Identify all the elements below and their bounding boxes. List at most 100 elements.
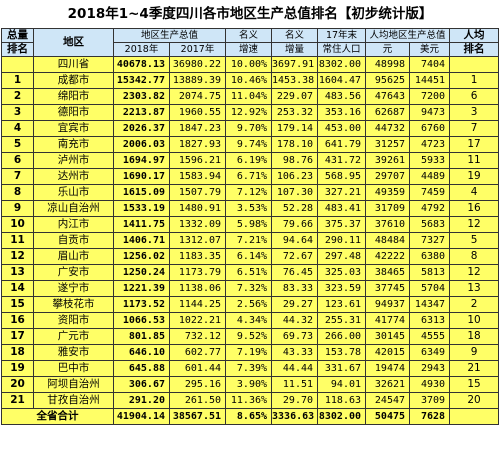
increment-cell: 253.32 [271,104,319,121]
rank-cell: 20 [1,376,34,393]
pc-rank-cell: 3 [449,104,500,121]
gdp-2018-cell: 646.10 [113,344,170,361]
growth-cell: 5.98% [225,216,273,233]
rank-cell: 4 [1,120,34,137]
region-cell: 四川省 [33,56,114,73]
total-pc-yuan-cell: 50475 [365,408,411,425]
growth-cell: 11.36% [225,392,273,409]
increment-cell: 69.73 [271,328,319,345]
pc-rank-cell: 20 [449,392,500,409]
region-cell: 雅安市 [33,344,114,361]
pc-rank-cell: 15 [449,376,500,393]
increment-cell: 178.10 [271,136,319,153]
gdp-2017-cell: 1847.23 [168,120,227,137]
header-population-bottom: 常住人口 [317,42,367,57]
region-cell: 广安市 [33,264,114,281]
pc-usd-cell: 4792 [409,200,451,217]
header-year-2018: 2018年 [113,42,170,57]
population-cell: 375.37 [317,216,367,233]
population-cell: 118.63 [317,392,367,409]
total-increment-cell: 3336.63 [271,408,319,425]
rank-cell: 10 [1,216,34,233]
pc-yuan-cell: 62687 [365,104,411,121]
gdp-2017-cell: 2074.75 [168,88,227,105]
header-pc-rank-top: 人均 [449,28,500,43]
rank-cell: 11 [1,232,34,249]
rank-cell: 14 [1,280,34,297]
growth-cell: 6.51% [225,264,273,281]
total-pc-usd-cell: 7628 [409,408,451,425]
rank-cell: 7 [1,168,34,185]
gdp-2017-cell: 13889.39 [168,72,227,89]
table-row: 19 巴中市 645.88 601.44 7.39% 44.44 331.67 19474 29… [1,360,500,377]
gdp-2018-cell: 1066.53 [113,312,170,329]
increment-cell: 106.23 [271,168,319,185]
region-cell: 内江市 [33,216,114,233]
growth-cell: 9.52% [225,328,273,345]
population-cell: 331.67 [317,360,367,377]
growth-cell: 4.34% [225,312,273,329]
gdp-2018-cell: 1250.24 [113,264,170,281]
growth-cell: 7.39% [225,360,273,377]
table-row: 21 甘孜自治州 291.20 261.50 11.36% 29.70 118.63 2454… [1,392,500,409]
table-row: 8 乐山市 1615.09 1507.79 7.12% 107.30 327.21 49359… [1,184,500,201]
header-year-2017: 2017年 [168,42,227,57]
pc-yuan-cell: 32621 [365,376,411,393]
total-gdp-2017-cell: 38567.51 [168,408,227,425]
rank-cell [1,56,34,73]
gdp-2017-cell: 1960.55 [168,104,227,121]
rank-cell: 9 [1,200,34,217]
rank-cell: 6 [1,152,34,169]
growth-cell: 7.32% [225,280,273,297]
rank-cell: 12 [1,248,34,265]
gdp-2018-cell: 306.67 [113,376,170,393]
gdp-2017-cell: 1332.09 [168,216,227,233]
region-cell: 攀枝花市 [33,296,114,313]
pc-usd-cell: 14347 [409,296,451,313]
increment-cell: 11.51 [271,376,319,393]
rank-cell: 5 [1,136,34,153]
gdp-2017-cell: 36980.22 [168,56,227,73]
pc-usd-cell: 3709 [409,392,451,409]
pc-usd-cell: 4930 [409,376,451,393]
increment-cell: 98.76 [271,152,319,169]
pc-yuan-cell: 48484 [365,232,411,249]
table-row: 20 阿坝自治州 306.67 295.16 3.90% 11.51 94.01 32621 4… [1,376,500,393]
population-cell: 153.78 [317,344,367,361]
region-cell: 绵阳市 [33,88,114,105]
gdp-2018-cell: 1694.97 [113,152,170,169]
gdp-2017-cell: 1596.21 [168,152,227,169]
gdp-2017-cell: 1507.79 [168,184,227,201]
growth-cell: 9.74% [225,136,273,153]
growth-cell: 10.46% [225,72,273,89]
pc-yuan-cell: 31257 [365,136,411,153]
table-row: 3 德阳市 2213.87 1960.55 12.92% 253.32 353.16 6268… [1,104,500,121]
region-cell: 甘孜自治州 [33,392,114,409]
pc-yuan-cell: 49359 [365,184,411,201]
growth-cell: 3.53% [225,200,273,217]
region-cell: 达州市 [33,168,114,185]
pc-rank-cell: 2 [449,296,500,313]
region-cell: 泸州市 [33,152,114,169]
pc-usd-cell: 4555 [409,328,451,345]
pc-usd-cell: 7404 [409,56,451,73]
pc-rank-cell: 12 [449,216,500,233]
rank-cell: 1 [1,72,34,89]
region-cell: 成都市 [33,72,114,89]
region-cell: 凉山自治州 [33,200,114,217]
pc-usd-cell: 4489 [409,168,451,185]
growth-cell: 7.21% [225,232,273,249]
pc-usd-cell: 5704 [409,280,451,297]
table-row: 9 凉山自治州 1533.19 1480.91 3.53% 52.28 483.41 3170… [1,200,500,217]
header-gdp: 地区生产总值 [112,28,227,43]
pc-usd-cell: 14451 [409,72,451,89]
gdp-2018-cell: 1406.71 [113,232,170,249]
pc-rank-cell: 10 [449,312,500,329]
increment-cell: 29.70 [271,392,319,409]
pc-rank-cell: 1 [449,72,500,89]
growth-cell: 6.19% [225,152,273,169]
pc-yuan-cell: 19474 [365,360,411,377]
rank-cell: 19 [1,360,34,377]
gdp-2017-cell: 601.44 [168,360,227,377]
header-usd: 美元 [409,42,451,57]
